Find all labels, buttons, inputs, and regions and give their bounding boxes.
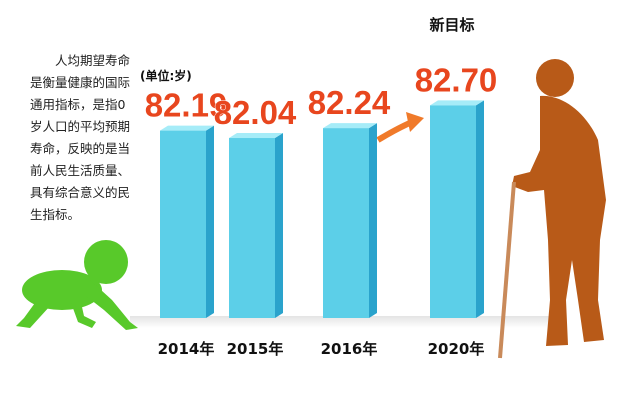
x-tick-label: 2015年 <box>227 340 284 358</box>
bar-side <box>369 123 377 318</box>
value-label: 82.70 <box>415 61 498 98</box>
bar <box>430 105 476 318</box>
value-label: 82.19 <box>145 87 228 124</box>
unit-label: (单位:岁) <box>140 68 192 83</box>
bar-side <box>206 125 214 318</box>
bar <box>229 138 275 318</box>
x-tick-label: 2014年 <box>158 340 215 358</box>
x-tick-label: 2020年 <box>428 340 485 358</box>
bar-top <box>323 123 377 129</box>
bar-top <box>229 133 283 139</box>
bar <box>160 130 206 318</box>
floor <box>130 316 550 328</box>
bar <box>323 128 369 318</box>
baby-silhouette <box>16 240 138 330</box>
bar-side <box>476 100 484 318</box>
value-label: 82.24 <box>308 84 391 121</box>
description: 人均期望寿命是衡量健康的国际通用指标，是指0岁人口的平均预期寿命，反映的是当前人… <box>30 53 131 222</box>
bar-top <box>430 100 484 106</box>
arrow-head <box>406 112 424 132</box>
arrow <box>376 119 414 143</box>
x-tick-label: 2016年 <box>321 340 378 358</box>
bar-top <box>160 125 214 131</box>
bar-side <box>275 133 283 318</box>
cane <box>498 181 516 359</box>
value-label: 82.04 <box>214 94 297 131</box>
annotation: 新目标 <box>429 16 474 34</box>
elder-silhouette <box>512 59 606 346</box>
